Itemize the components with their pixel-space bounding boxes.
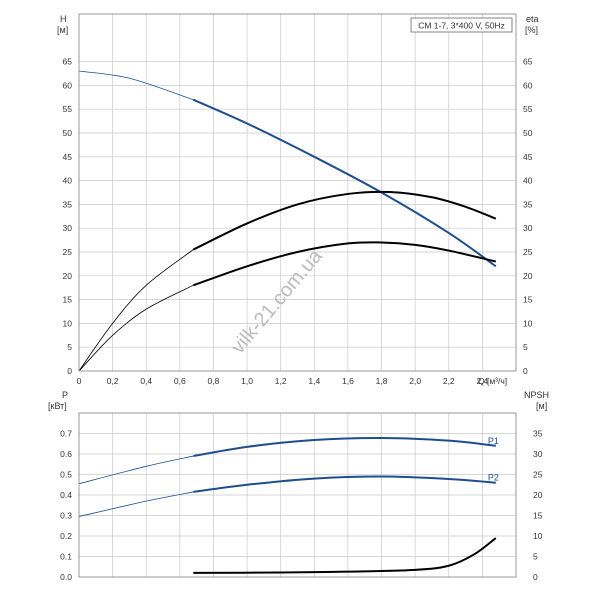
y-right-tick-label: 25 — [533, 470, 543, 480]
x-tick-label: 2,0 — [409, 376, 421, 386]
bottom-plot-frame — [78, 412, 517, 578]
x-tick-label: 2,4 — [476, 376, 488, 386]
x-tick-label: 0,4 — [140, 376, 152, 386]
y-left-tick-label: 40 — [63, 176, 73, 186]
y-right-tick-label: 65 — [523, 57, 533, 67]
bottom-plot-grid — [78, 413, 516, 578]
y-left-tick-label: 0.7 — [60, 429, 72, 439]
head-curve-thin — [78, 70, 194, 101]
y-left-tick-label: 25 — [63, 247, 73, 257]
series-label-p1: P1 — [488, 436, 499, 446]
y-left-tick-label: 45 — [63, 152, 73, 162]
y-left-tick-label: 5 — [67, 342, 72, 352]
x-tick-label: 1,4 — [308, 376, 320, 386]
y-left-tick-label: 60 — [63, 80, 73, 90]
efficiency-curve-2 — [192, 241, 497, 287]
top-y-left-label: H — [60, 14, 67, 24]
p2-power-curve — [193, 475, 496, 493]
watermark: vilk-21.com.ua — [227, 245, 327, 359]
chart-title-box — [410, 17, 513, 33]
y-right-tick-label: 20 — [523, 271, 533, 281]
bottom-y-left-unit: [кВт] — [48, 401, 67, 411]
y-left-tick-label: 0.4 — [60, 490, 72, 500]
y-right-tick-label: 40 — [523, 176, 533, 186]
y-right-tick-label: 20 — [533, 490, 543, 500]
y-right-tick-label: 0 — [523, 366, 528, 376]
y-left-tick-label: 0 — [67, 366, 72, 376]
x-tick-label: 1,6 — [342, 376, 354, 386]
y-left-tick-label: 10 — [63, 318, 73, 328]
x-tick-label: 0,6 — [174, 376, 186, 386]
top-y-right-unit: [%] — [525, 25, 538, 35]
top-y-left-unit: [м] — [57, 25, 68, 35]
curves — [78, 70, 497, 574]
efficiency-curve-1 — [192, 190, 497, 251]
y-left-tick-label: 0.3 — [60, 511, 72, 521]
y-right-tick-label: 15 — [523, 295, 533, 305]
p1-power-curve — [193, 437, 496, 458]
y-left-tick-label: 0.6 — [60, 449, 72, 459]
y-right-tick-label: 5 — [523, 342, 528, 352]
x-tick-label: 0 — [77, 376, 82, 386]
tick-labels: 0 0,2 0,4 0,6 0,8 1,0 1,2 1,4 1,6 1,8 2,0 2,2 2,40 05… — [60, 57, 543, 582]
y-right-tick-label: 5 — [533, 552, 538, 562]
y-right-tick-label: 35 — [533, 429, 543, 439]
y-right-tick-label: 55 — [523, 104, 533, 114]
x-tick-label: 1,2 — [275, 376, 287, 386]
bottom-y-right-label: NPSH — [524, 390, 549, 400]
y-left-tick-label: 20 — [63, 271, 73, 281]
bottom-y-right-unit: [м] — [536, 401, 547, 411]
head-curve — [192, 98, 497, 268]
y-right-tick-label: 10 — [523, 318, 533, 328]
y-left-tick-label: 30 — [63, 223, 73, 233]
npsh-curve — [193, 537, 497, 574]
y-right-tick-label: 25 — [523, 247, 533, 257]
y-left-tick-label: 15 — [63, 295, 73, 305]
y-left-tick-label: 0.5 — [60, 470, 72, 480]
y-right-tick-label: 30 — [523, 223, 533, 233]
efficiency-curve-2-thin — [78, 284, 194, 372]
y-left-tick-label: 35 — [63, 199, 73, 209]
x-tick-label: 2,2 — [443, 376, 455, 386]
y-right-tick-label: 0 — [533, 572, 538, 582]
top-plot-frame — [78, 13, 517, 372]
p1-power-curve-thin — [78, 455, 194, 485]
x-tick-label: 1,8 — [376, 376, 388, 386]
x-tick-label: 0,2 — [107, 376, 119, 386]
series-label-p2: P2 — [488, 473, 499, 483]
y-right-tick-label: 10 — [533, 531, 543, 541]
y-right-tick-label: 35 — [523, 199, 533, 209]
bottom-y-left-label: P — [62, 390, 68, 400]
top-y-right-label: eta — [526, 14, 539, 24]
y-left-tick-label: 0.1 — [60, 552, 72, 562]
y-right-tick-label: 60 — [523, 80, 533, 90]
y-right-tick-label: 45 — [523, 152, 533, 162]
x-tick-label: 1,0 — [241, 376, 253, 386]
y-left-tick-label: 50 — [63, 128, 73, 138]
x-tick-label: 0,8 — [208, 376, 220, 386]
y-right-tick-label: 30 — [533, 449, 543, 459]
y-left-tick-label: 0.0 — [60, 572, 72, 582]
top-plot-grid — [78, 14, 516, 372]
y-left-tick-label: 65 — [63, 57, 73, 67]
efficiency-curve-1-thin — [78, 249, 194, 372]
y-right-tick-label: 50 — [523, 128, 533, 138]
x-axis-label: Q [м³/ч] — [478, 376, 507, 386]
y-left-tick-label: 55 — [63, 104, 73, 114]
p2-power-curve-thin — [78, 491, 194, 517]
y-right-tick-label: 15 — [533, 511, 543, 521]
chart-title: CM 1-7, 3*400 V, 50Hz — [418, 21, 505, 31]
y-left-tick-label: 0.2 — [60, 531, 72, 541]
